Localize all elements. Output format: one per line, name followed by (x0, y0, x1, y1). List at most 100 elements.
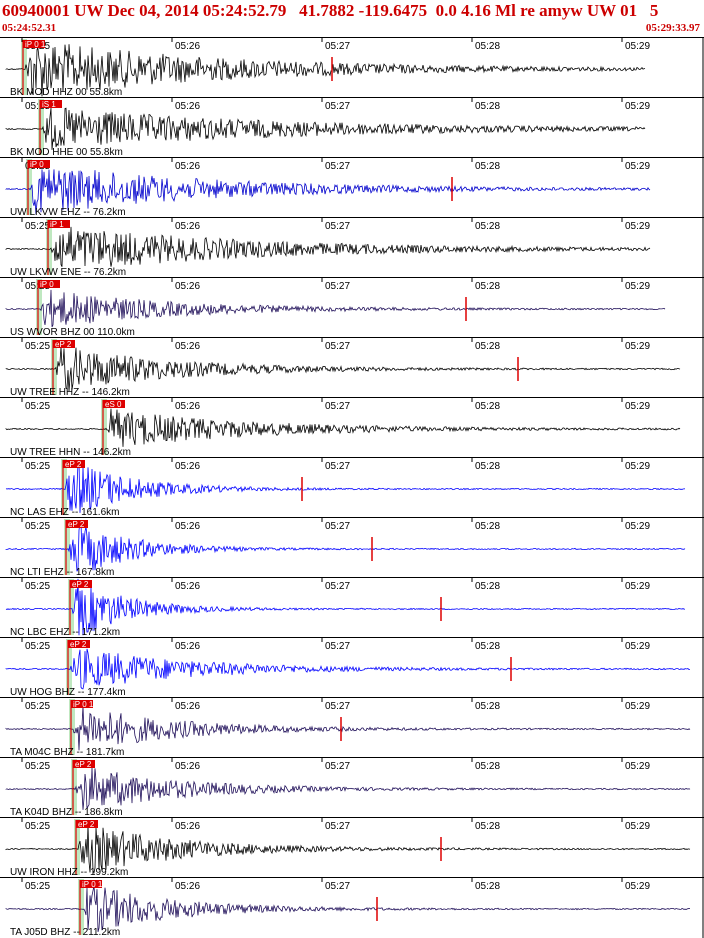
waveform (5, 885, 691, 932)
station-label: BK MOD HHZ 00 55.8km (10, 87, 122, 98)
pick-window-band (51, 339, 57, 395)
pick-flag-label: iS 1 (42, 100, 56, 109)
pick-flag[interactable] (23, 40, 45, 48)
trace-row[interactable]: 05:25 05:26 05:27 05:28 05:29 iP 1 UW LKVW ENE… (0, 217, 704, 278)
event-title: 60940001 UW Dec 04, 2014 05:24:52.79 41.… (2, 1, 659, 20)
minute-tick-label: 05:27 (325, 341, 350, 352)
pick-flag[interactable] (63, 460, 85, 468)
event-header: 60940001 UW Dec 04, 2014 05:24:52.79 41.… (0, 0, 704, 37)
pick-flag-label: eS 0 (105, 400, 122, 409)
minute-tick-label: 05:29 (625, 701, 650, 712)
trace-row[interactable]: 05:25 05:26 05:27 05:28 05:29 eP 2 NC LTI EHZ … (0, 517, 704, 578)
pick-window-band (68, 579, 74, 635)
pick-window-band (21, 39, 27, 95)
minute-tick-label: 05:28 (475, 221, 500, 232)
station-label: NC LTI EHZ -- 167.8km (10, 567, 114, 578)
minute-tick-label: 05:28 (475, 161, 500, 172)
minute-tick-label: 05:27 (325, 581, 350, 592)
minute-tick-label: 05:27 (325, 521, 350, 532)
trace-row[interactable]: 05:25 05:26 05:27 05:28 05:29 eP 2 TA K04D BHZ… (0, 757, 704, 818)
minute-tick-label: 05:28 (475, 461, 500, 472)
trace-panel[interactable]: 05:25 05:26 05:27 05:28 05:29 iP 0 1 BK MOD HH… (0, 37, 704, 938)
pick-flag[interactable] (48, 220, 70, 228)
minute-tick-label: 05:25 (25, 641, 50, 652)
minute-tick-label: 05:29 (625, 821, 650, 832)
station-label: UW IRON HHZ -- 199.2km (10, 867, 128, 878)
minute-tick-label: 05:26 (175, 761, 200, 772)
minute-tick-label: 05:28 (475, 401, 500, 412)
pick-flag[interactable] (40, 100, 62, 108)
pick-flag[interactable] (76, 820, 98, 828)
pick-flag-label: iP 0 1 (73, 700, 94, 709)
pick-flag[interactable] (73, 760, 95, 768)
pick-flag[interactable] (66, 520, 88, 528)
waveform (5, 824, 691, 874)
waveform (5, 44, 646, 97)
pick-flag[interactable] (38, 280, 60, 288)
minute-tick-label: 05:25 (25, 881, 50, 892)
minute-tick-label: 05:26 (175, 341, 200, 352)
pick-flag[interactable] (53, 340, 75, 348)
trace-row[interactable]: 05:25 05:26 05:27 05:28 05:29 iP 0 1 TA M04C B… (0, 697, 704, 758)
pick-window-band (101, 399, 107, 455)
pick-window-band (66, 639, 72, 695)
minute-tick-label: 05:28 (475, 581, 500, 592)
pick-flag[interactable] (68, 640, 90, 648)
pick-flag-label: iP 0 1 (82, 880, 103, 889)
trace-row[interactable]: 05:25 05:26 05:27 05:28 05:29 eP 2 UW HOG BHZ … (0, 637, 704, 698)
pick-flag-label: eP 2 (65, 460, 82, 469)
pick-flag[interactable] (103, 400, 125, 408)
station-label: UW TREE HHZ -- 146.2km (10, 387, 130, 398)
pick-flag-label: eP 2 (55, 340, 72, 349)
pick-window-band (64, 519, 70, 575)
minute-tick-label: 05:28 (475, 761, 500, 772)
pick-flag-label: iP 0 (40, 280, 54, 289)
minute-tick-label: 05:25 (25, 701, 50, 712)
minute-tick-label: 05:27 (325, 641, 350, 652)
minute-tick-label: 05:29 (625, 461, 650, 472)
trace-row[interactable]: 05:25 05:26 05:27 05:28 05:29 eP 2 UW TREE HHZ… (0, 337, 704, 398)
pick-window-band (78, 879, 84, 935)
minute-tick-label: 05:29 (625, 641, 650, 652)
pick-flag[interactable] (28, 160, 50, 168)
pick-flag-label: eP 2 (70, 640, 87, 649)
trace-row[interactable]: 05:25 05:26 05:27 05:28 05:29 eP 2 UW IRON HHZ… (0, 817, 704, 878)
minute-tick-label: 05:26 (175, 281, 200, 292)
minute-tick-label: 05:26 (175, 461, 200, 472)
waveform (5, 226, 651, 267)
waveform (5, 169, 651, 215)
minute-tick-label: 05:28 (475, 341, 500, 352)
trace-row[interactable]: 05:25 05:26 05:27 05:28 05:29 eP 2 NC LBC EHZ … (0, 577, 704, 638)
minute-tick-label: 05:28 (475, 101, 500, 112)
waveform (5, 107, 646, 150)
trace-row[interactable]: 05:25 05:26 05:27 05:28 05:29 eS 0 UW TREE HHN… (0, 397, 704, 458)
trace-row[interactable]: 05:25 05:26 05:27 05:28 05:29 iP 0 1 TA J05D B… (0, 877, 704, 938)
trace-row[interactable]: 05:25 05:26 05:27 05:28 05:29 iS 1 BK MOD HHE … (0, 97, 704, 158)
pick-flag[interactable] (80, 880, 102, 888)
station-label: US WVOR BHZ 00 110.0km (10, 327, 135, 338)
minute-tick-label: 05:29 (625, 581, 650, 592)
pick-window-band (26, 159, 32, 215)
station-label: TA K04D BHZ -- 186.8km (10, 807, 123, 818)
minute-tick-label: 05:25 (25, 401, 50, 412)
pick-flag-label: iP 0 1 (25, 40, 46, 49)
waveform (5, 648, 690, 690)
minute-tick-label: 05:25 (25, 761, 50, 772)
minute-tick-label: 05:28 (475, 281, 500, 292)
trace-row[interactable]: 05:25 05:26 05:27 05:28 05:29 eP 2 NC LAS EHZ … (0, 457, 704, 518)
minute-tick-label: 05:27 (325, 41, 350, 52)
minute-tick-label: 05:26 (175, 821, 200, 832)
minute-tick-label: 05:26 (175, 161, 200, 172)
minute-tick-label: 05:28 (475, 881, 500, 892)
waveform (5, 521, 686, 572)
pick-flag[interactable] (70, 580, 92, 588)
minute-tick-label: 05:26 (175, 101, 200, 112)
pick-flag[interactable] (71, 700, 93, 708)
station-label: TA M04C BHZ -- 181.7km (10, 747, 124, 758)
minute-tick-label: 05:28 (475, 641, 500, 652)
pick-window-band (69, 699, 75, 755)
